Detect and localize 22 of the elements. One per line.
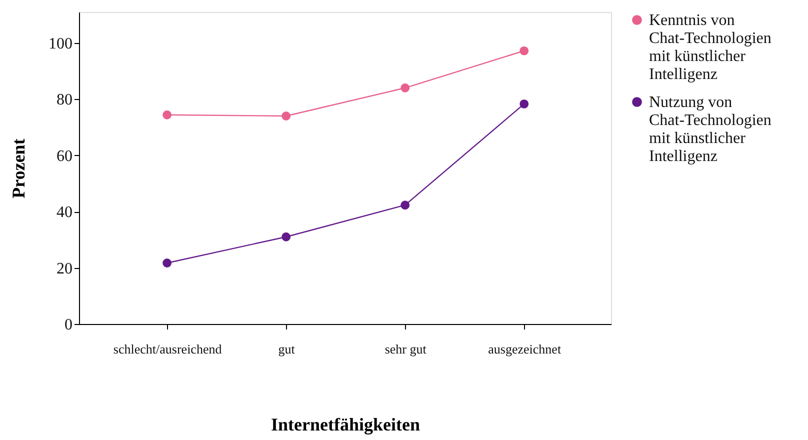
y-tick-label: 80: [56, 92, 72, 109]
point: [400, 200, 410, 210]
y-tick-label: 60: [56, 148, 72, 165]
point: [282, 232, 291, 242]
y-tick-label: 20: [56, 260, 72, 278]
point: [520, 46, 529, 56]
y-tick-label: 0: [64, 316, 72, 334]
x-tick-label: ausgezeichnet: [488, 342, 562, 356]
point: [400, 83, 410, 92]
x-tick-label: gut: [278, 342, 296, 356]
x-tick-label: sehr gut: [384, 342, 427, 356]
point: [520, 99, 529, 108]
point: [162, 258, 172, 268]
point: [162, 110, 172, 120]
legend-label: Kenntnis von Chat-Technologien mit künstlicher Intelligenz: [649, 12, 772, 83]
legend-label: Nutzung von Chat-Technologien mit künstlicher Intelligenz: [649, 94, 772, 165]
point: [282, 112, 291, 120]
y-tick-label: 40: [56, 204, 72, 222]
y-tick-label: 100: [48, 35, 72, 52]
y-axis-title: Prozent: [8, 138, 28, 198]
x-tick-label: schlecht/ausreichend: [113, 342, 222, 356]
x-axis-title: Internetfähigkeiten: [271, 414, 420, 434]
